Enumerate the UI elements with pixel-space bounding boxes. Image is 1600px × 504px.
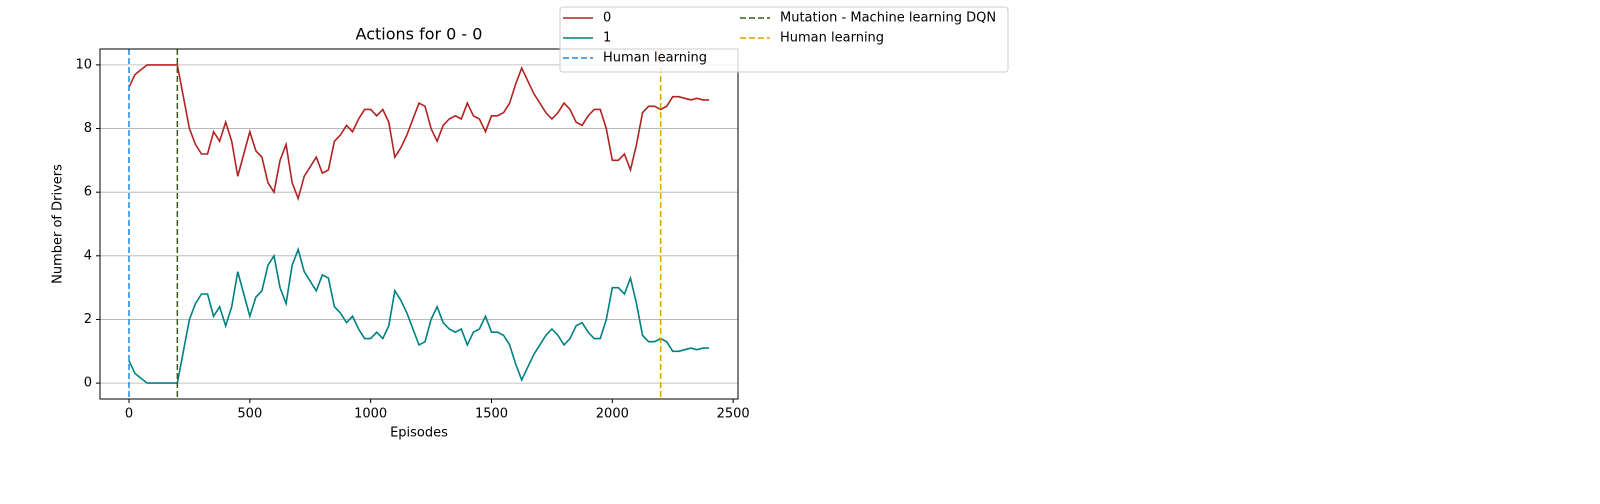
y-tick-label: 0 [84, 376, 92, 391]
x-tick-label: 1500 [475, 407, 508, 422]
legend-label: Human learning [603, 51, 707, 66]
legend-label: Mutation - Machine learning DQN [780, 11, 996, 26]
x-tick-label: 500 [237, 407, 262, 422]
y-tick-label: 4 [84, 248, 92, 263]
legend-label: 0 [603, 11, 611, 26]
x-tick-label: 1000 [354, 407, 387, 422]
legend-label: Human learning [780, 31, 884, 46]
y-tick-label: 10 [75, 57, 92, 72]
legend-box [559, 6, 1009, 73]
x-axis-label: Episodes [390, 426, 448, 441]
y-tick-label: 8 [84, 121, 92, 136]
y-tick-label: 2 [84, 312, 92, 327]
y-axis-label: Number of Drivers [51, 164, 66, 284]
chart-title: Actions for 0 - 0 [356, 25, 483, 44]
line-series [128, 246, 709, 384]
line-series [128, 64, 709, 202]
x-tick-label: 0 [125, 407, 133, 422]
x-tick-label: 2000 [596, 407, 629, 422]
y-tick-label: 6 [84, 185, 92, 200]
legend-label: 1 [603, 31, 611, 46]
axes-frame [99, 48, 739, 400]
x-tick-label: 2500 [717, 407, 750, 422]
